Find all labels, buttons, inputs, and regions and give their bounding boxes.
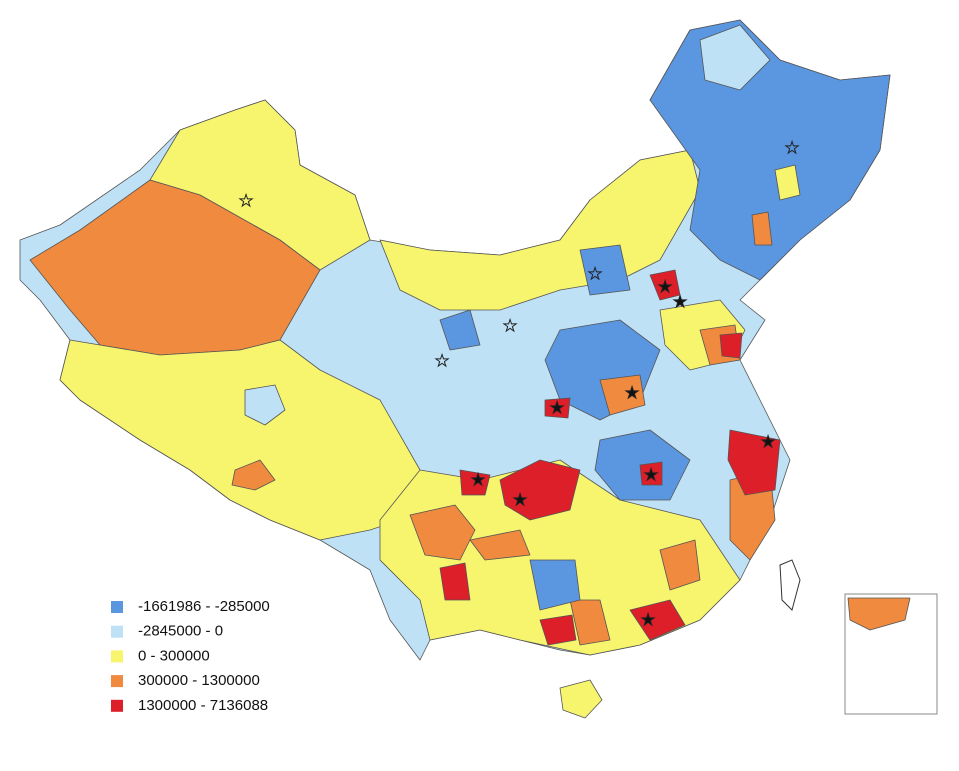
star: ★ <box>641 612 655 629</box>
region <box>719 332 743 359</box>
legend-label: 0 - 300000 <box>138 647 210 664</box>
region <box>439 309 481 351</box>
legend-label: -2845000 - 0 <box>138 623 223 640</box>
region <box>599 374 646 416</box>
star: ★ <box>625 385 639 402</box>
star: ★ <box>785 140 799 157</box>
star: ★ <box>550 400 564 417</box>
region <box>469 529 531 561</box>
star: ★ <box>471 472 485 489</box>
region <box>699 24 771 91</box>
region <box>751 211 773 246</box>
region <box>649 19 891 281</box>
legend-label: 300000 - 1300000 <box>138 672 260 689</box>
legend: -1661986 - -285000 -2845000 - 0 0 - 300000… <box>111 598 270 714</box>
legend-swatch <box>111 625 123 638</box>
inset-region <box>847 597 911 631</box>
legend-swatch <box>111 650 123 663</box>
region <box>231 459 276 491</box>
region <box>439 562 471 601</box>
star: ★ <box>761 434 775 451</box>
region <box>29 179 321 356</box>
legend-swatch <box>111 699 123 712</box>
region <box>649 269 681 301</box>
region <box>659 539 701 591</box>
markers: ★ ★ ★ ★ ★ ★ ★ ★ ★ ★ ★ ★ ★ ★ <box>238 140 799 630</box>
star: ★ <box>513 492 527 509</box>
region <box>727 429 781 496</box>
star: ★ <box>239 193 253 210</box>
island-outline <box>779 559 801 611</box>
star: ★ <box>658 279 672 296</box>
legend-label: -1661986 - -285000 <box>138 598 270 615</box>
regions <box>19 19 891 719</box>
region <box>629 599 686 641</box>
region <box>459 469 491 496</box>
star: ★ <box>588 266 602 283</box>
star: ★ <box>644 467 658 484</box>
legend-swatch <box>111 675 123 688</box>
region <box>539 614 577 646</box>
region <box>569 599 611 646</box>
star: ★ <box>435 353 449 370</box>
legend-swatch <box>111 601 123 613</box>
region <box>544 397 571 419</box>
legend-label: 1300000 - 7136088 <box>138 697 268 714</box>
region <box>409 504 476 561</box>
region <box>774 164 801 201</box>
region <box>559 679 603 719</box>
star: ★ <box>673 294 687 311</box>
region <box>244 384 286 426</box>
region <box>639 461 663 486</box>
region <box>529 559 581 611</box>
star: ★ <box>503 318 517 335</box>
region <box>579 244 631 296</box>
region <box>499 459 581 521</box>
